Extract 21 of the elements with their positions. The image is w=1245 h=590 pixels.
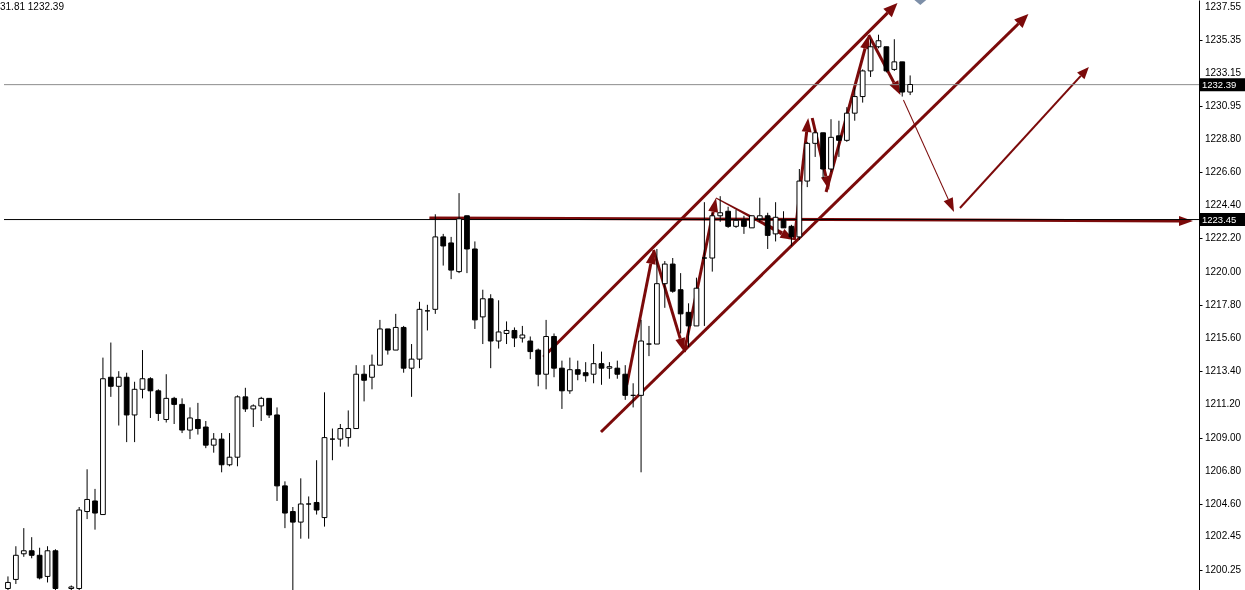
y-tick-label: 1226.60: [1205, 166, 1242, 178]
y-tick-label: 1200.25: [1205, 563, 1242, 575]
y-tick-label: 1206.80: [1205, 464, 1242, 476]
y-tick-label: 1233.15: [1205, 67, 1242, 79]
y-tick-label: 1213.40: [1205, 365, 1242, 377]
y-tick-label: 1215.60: [1205, 332, 1242, 344]
y-tick-label: 1228.80: [1205, 132, 1242, 144]
y-tick-label: 1211.20: [1205, 398, 1241, 410]
y-tick-label: 1209.00: [1205, 431, 1242, 443]
y-tick-label: 1204.60: [1205, 497, 1242, 509]
y-tick-label: 1217.80: [1205, 298, 1242, 310]
ref-line-label: 1223.45: [1202, 213, 1237, 225]
annotation: 31.81 1232.39: [0, 1, 65, 12]
y-tick-label: 1220.00: [1205, 265, 1242, 277]
ref-line-label: 1232.39: [1202, 78, 1237, 90]
y-tick-label: 1222.20: [1205, 232, 1242, 244]
y-tick-label: 1230.95: [1205, 100, 1242, 112]
y-tick-label: 1235.35: [1205, 33, 1242, 45]
y-tick-label: 1224.40: [1205, 199, 1242, 211]
y-tick-label: 1202.45: [1205, 530, 1242, 542]
y-tick-label: 1237.55: [1205, 0, 1242, 12]
